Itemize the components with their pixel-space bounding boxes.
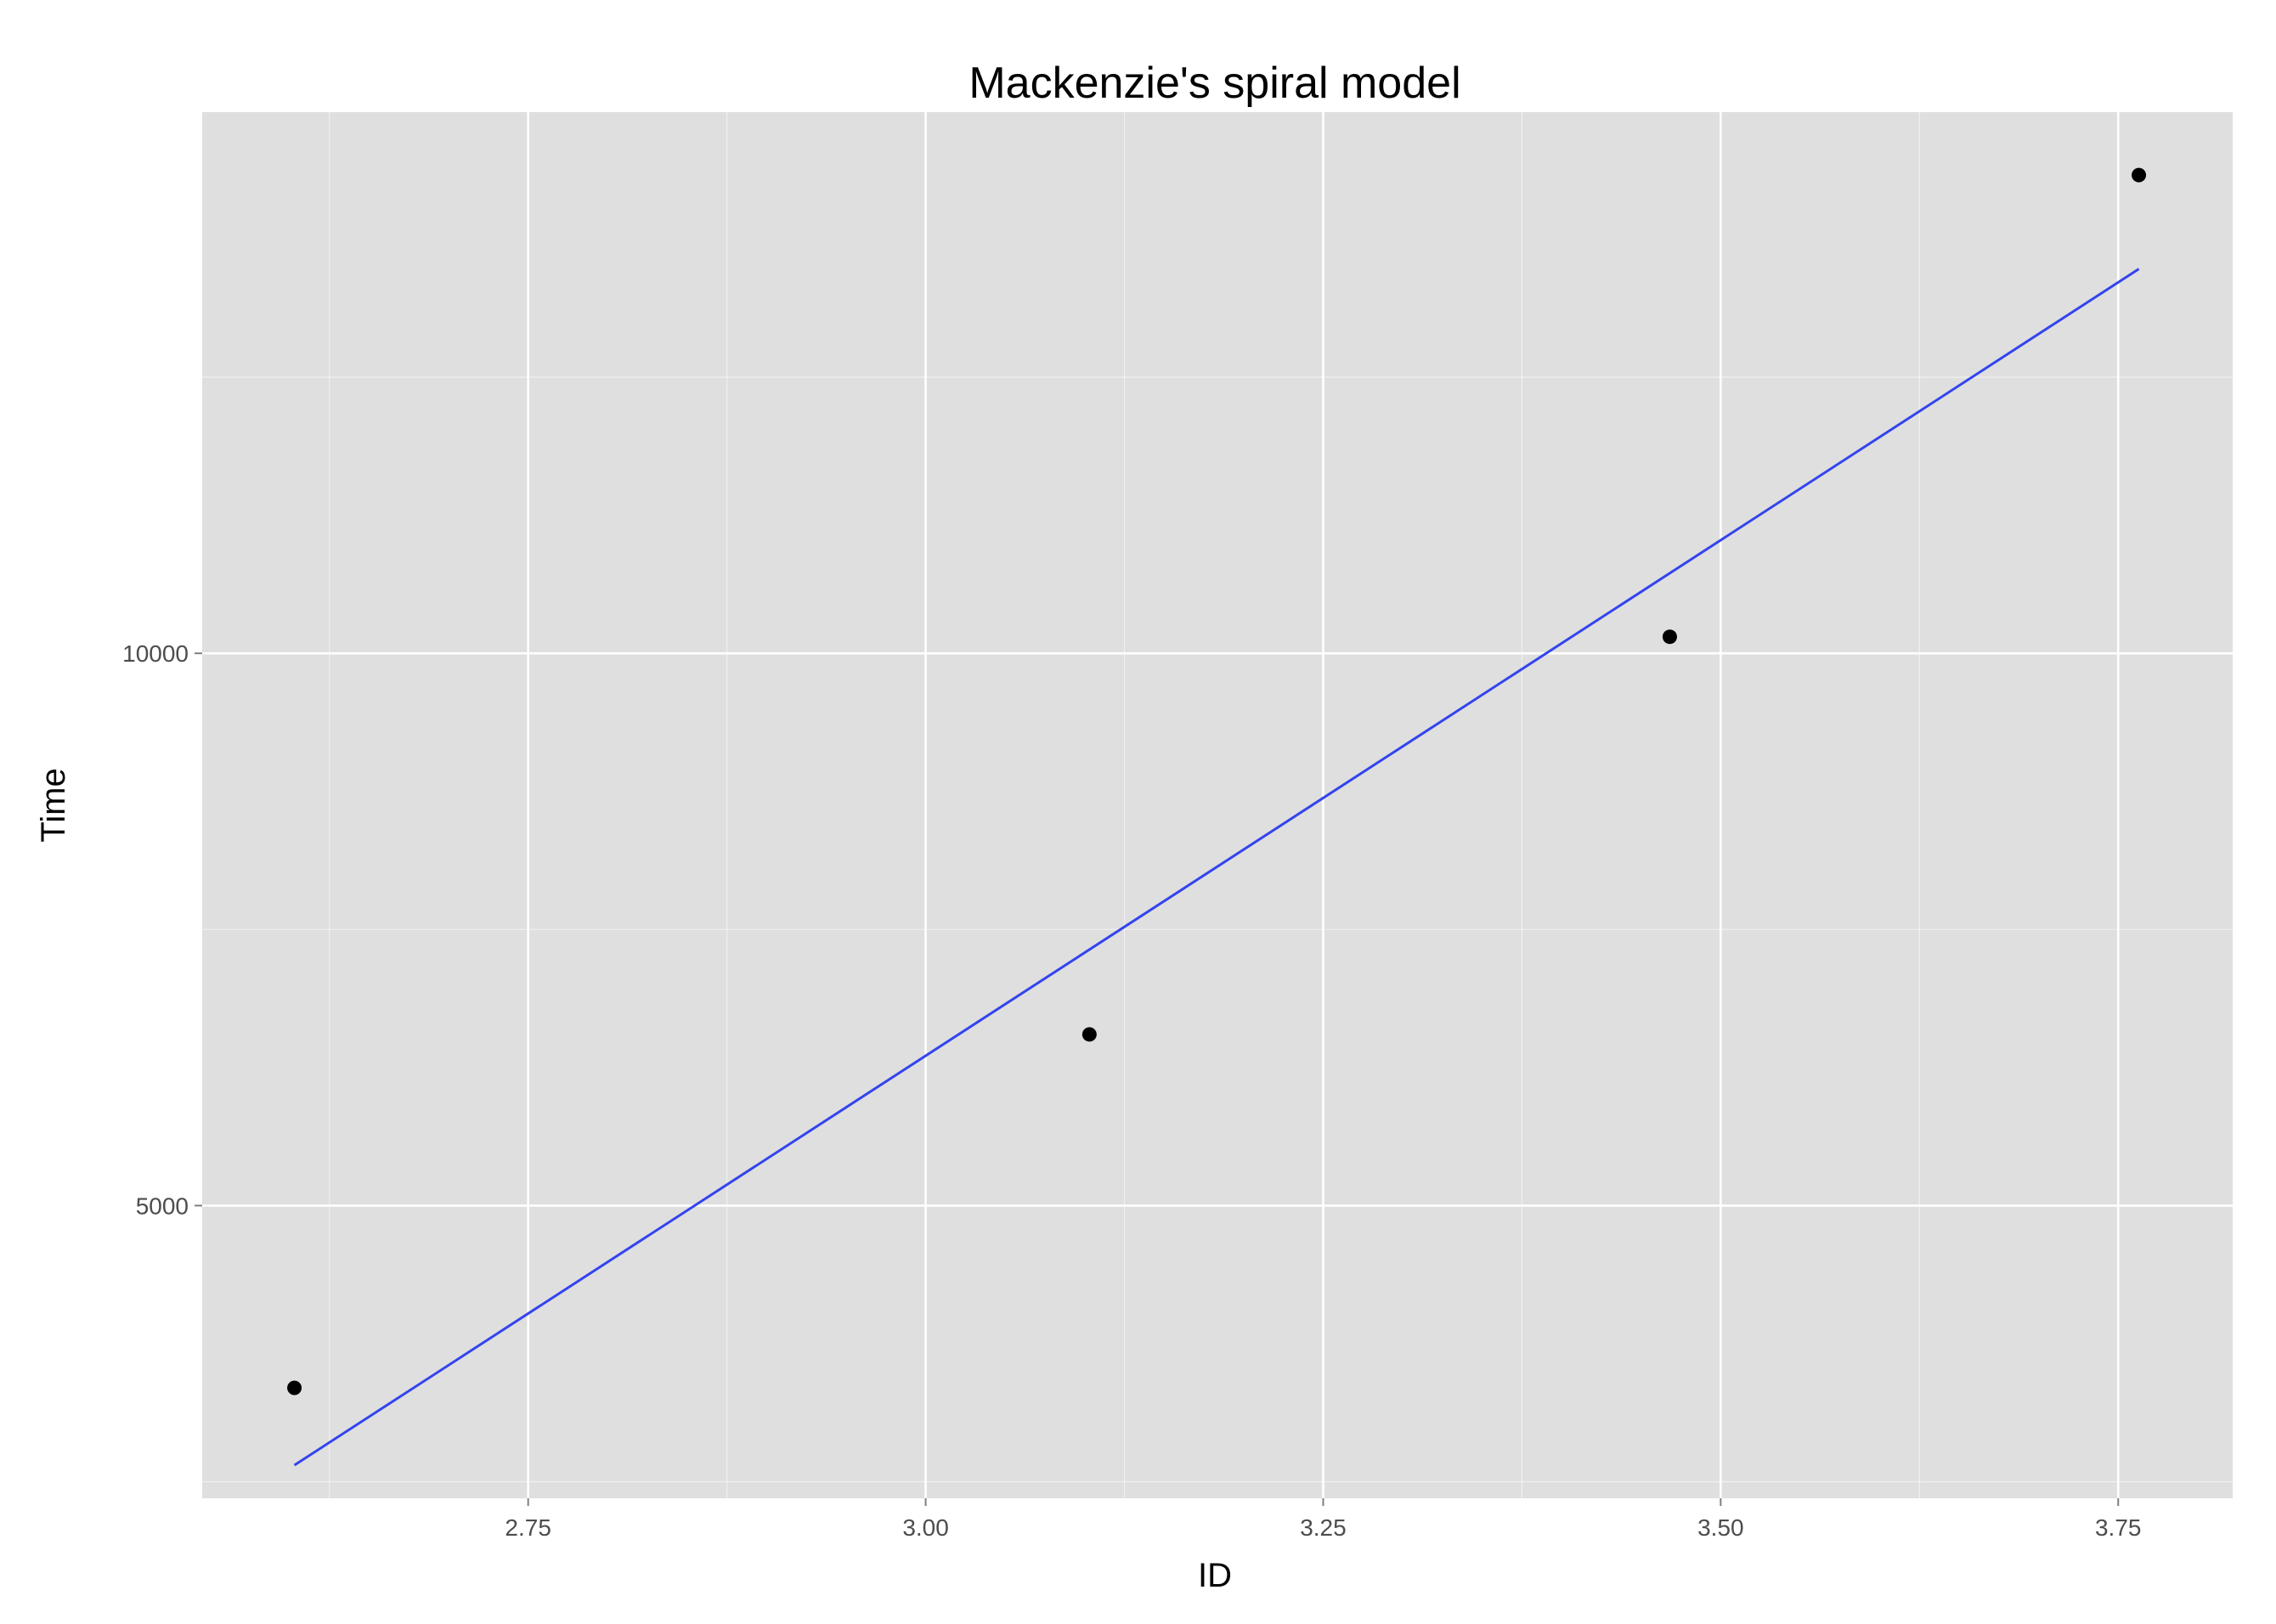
x-axis-title: ID	[1198, 1557, 1232, 1594]
axis-ticks	[195, 652, 2120, 1506]
chart-title: Mackenzie's spiral model	[969, 59, 1460, 108]
y-tick-label: 5000	[136, 1193, 189, 1219]
fit-line	[293, 268, 2140, 1467]
minor-gridlines	[202, 112, 2233, 1498]
data-point	[2132, 167, 2147, 183]
data-point	[1662, 629, 1677, 645]
x-tick-label: 2.75	[505, 1514, 551, 1541]
y-axis-title: Time	[35, 768, 72, 842]
y-tick-labels: 5000 10000	[122, 640, 189, 1219]
x-tick-label: 3.25	[1300, 1514, 1347, 1541]
x-tick-label: 3.50	[1697, 1514, 1744, 1541]
major-gridlines	[202, 112, 2233, 1498]
x-tick-label: 3.75	[2095, 1514, 2142, 1541]
data-points	[287, 167, 2147, 1396]
plot-panel	[202, 112, 2233, 1498]
y-tick-label: 10000	[122, 640, 189, 667]
data-point	[287, 1380, 302, 1396]
x-tick-labels: 2.75 3.00 3.25 3.50 3.75	[505, 1514, 2141, 1541]
data-point	[1082, 1027, 1097, 1042]
x-tick-label: 3.00	[902, 1514, 949, 1541]
